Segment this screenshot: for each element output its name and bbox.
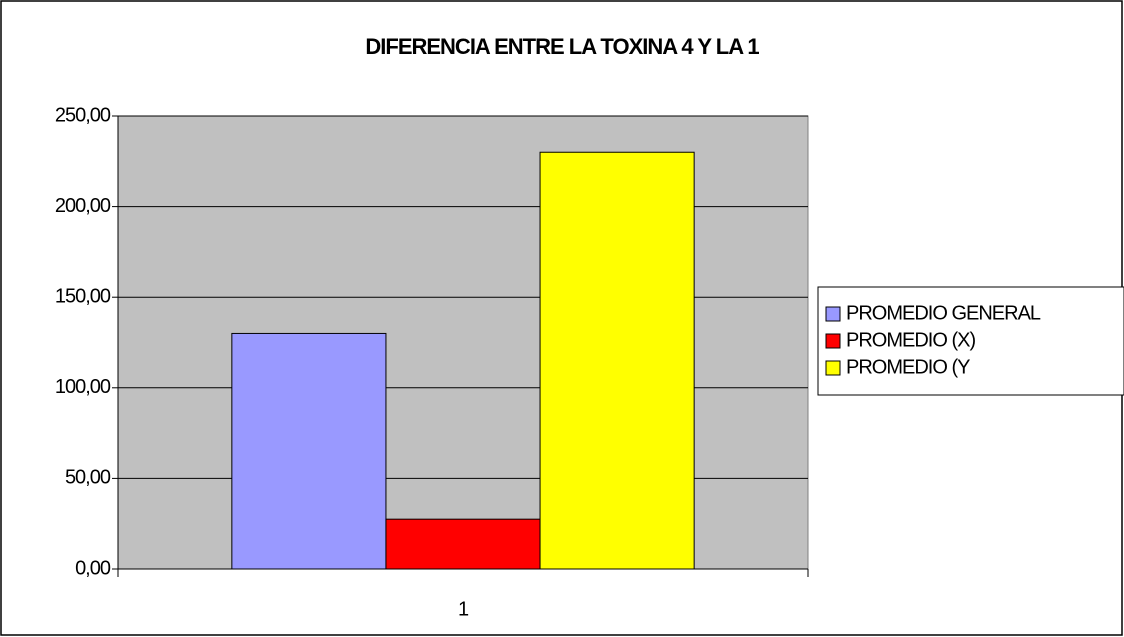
bar <box>385 518 541 570</box>
plot-area <box>117 115 809 570</box>
bar <box>539 151 695 570</box>
legend-swatch <box>825 333 841 349</box>
chart-title: DIFERENCIA ENTRE LA TOXINA 4 Y LA 1 <box>365 34 759 59</box>
y-tick-label: 0,00 <box>75 557 111 579</box>
legend-label: PROMEDIO GENERAL <box>846 302 1041 324</box>
legend-swatch <box>825 306 841 322</box>
y-tick-label: 100,00 <box>55 376 111 398</box>
legend-swatch <box>825 360 841 376</box>
y-tick-label: 200,00 <box>55 195 111 217</box>
bar <box>231 332 387 570</box>
y-tick-label: 250,00 <box>55 104 111 126</box>
legend-label: PROMEDIO (Y <box>846 356 970 378</box>
legend <box>817 286 1124 396</box>
legend-label: PROMEDIO (X) <box>846 329 975 351</box>
y-tick-label: 50,00 <box>65 467 111 489</box>
y-tick-label: 150,00 <box>55 285 111 307</box>
x-tick-label: 1 <box>458 598 469 620</box>
